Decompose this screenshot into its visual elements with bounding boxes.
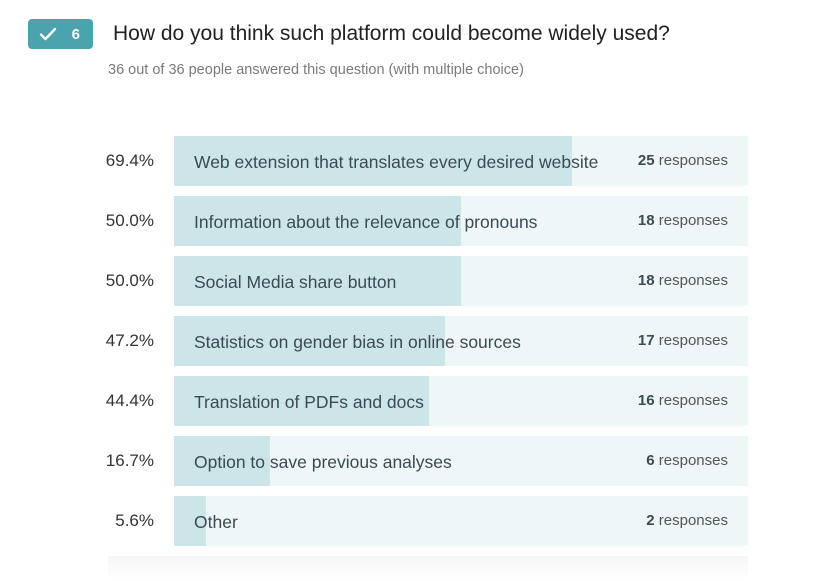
response-percentage: 5.6% [115,511,154,530]
response-option-label: Option to save previous analyses [194,452,452,472]
response-percentage: 50.0% [105,271,154,290]
response-count-unit: responses [658,332,728,349]
response-count-unit: responses [658,392,728,409]
response-option-label: Translation of PDFs and docs [194,392,424,412]
response-count-unit: responses [658,152,728,169]
response-bar [174,196,461,246]
response-count: 25 responses [638,136,728,186]
response-bar-track: Web extension that translates every desi… [174,136,748,186]
response-bar [174,376,429,426]
response-count: 17 responses [638,316,728,366]
answer-summary: 36 out of 36 people answered this questi… [108,62,524,78]
response-row: 47.2% Statistics on gender bias in online… [0,316,826,366]
response-count: 16 responses [638,376,728,426]
checkmark-icon [39,27,57,41]
response-row: 5.6% Other 2 responses [0,496,826,546]
response-count-value: 18 [637,272,655,289]
response-bar [174,316,445,366]
question-number: 6 [71,25,80,43]
response-option-label: Statistics on gender bias in online sour… [194,332,521,352]
response-bar [174,256,461,306]
response-percentage: 47.2% [105,331,154,350]
response-row: 50.0% Information about the relevance of … [0,196,826,246]
next-section-edge [108,556,748,581]
response-option-label: Information about the relevance of prono… [194,212,538,232]
response-option-label: Other [194,512,238,532]
response-percentage: 44.4% [105,391,154,410]
response-percentage: 50.0% [105,211,154,230]
question-badge: 6 [28,19,93,49]
response-count-value: 2 [646,512,655,529]
response-row: 16.7% Option to save previous analyses 6 r… [0,436,826,486]
response-count-value: 18 [637,212,655,229]
response-row: 50.0% Social Media share button 18 respons… [0,256,826,306]
response-option-label: Social Media share button [194,272,397,292]
response-bar-track: Statistics on gender bias in online sour… [174,316,748,366]
response-percentage: 69.4% [105,151,154,170]
response-count-unit: responses [658,272,728,289]
response-count: 6 responses [646,436,728,486]
response-bar-track: Social Media share button 18 responses [174,256,748,306]
response-count-value: 6 [646,452,655,469]
response-bar-track: Translation of PDFs and docs 16 responses [174,376,748,426]
response-count-unit: responses [658,512,728,529]
response-row: 44.4% Translation of PDFs and docs 16 resp… [0,376,826,426]
response-bar-track: Other 2 responses [174,496,748,546]
response-row: 69.4% Web extension that translates every… [0,136,826,186]
response-bar-track: Information about the relevance of prono… [174,196,748,246]
question-title: How do you think such platform could bec… [113,22,670,45]
response-count-unit: responses [658,212,728,229]
response-count: 18 responses [638,256,728,306]
response-percentage: 16.7% [105,451,154,470]
response-bar [174,136,572,186]
response-count-value: 25 [637,152,655,169]
response-count: 18 responses [638,196,728,246]
response-count-unit: responses [658,452,728,469]
response-bar [174,436,270,486]
response-count: 2 responses [646,496,728,546]
response-count-value: 16 [637,392,655,409]
response-option-label: Web extension that translates every desi… [194,152,599,172]
response-count-value: 17 [637,332,655,349]
response-bar-track: Option to save previous analyses 6 respon… [174,436,748,486]
response-bar [174,496,206,546]
